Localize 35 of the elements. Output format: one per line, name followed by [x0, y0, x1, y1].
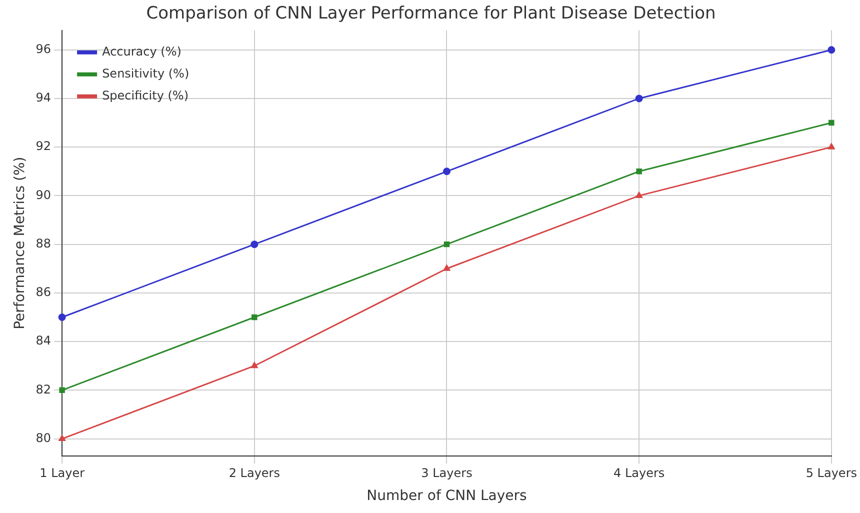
legend-label: Accuracy (%): [102, 44, 182, 59]
point: [636, 168, 642, 174]
point: [828, 120, 834, 126]
point: [250, 240, 258, 248]
y-tick-label: 86: [36, 285, 52, 300]
x-tick-label: 4 Layers: [613, 466, 665, 480]
point: [251, 362, 258, 368]
y-tick-label: 82: [36, 382, 52, 396]
y-tick-label: 96: [36, 42, 52, 56]
x-tick-label: 2 Layers: [228, 466, 280, 480]
legend-label: Specificity (%): [102, 88, 189, 103]
chart-title: Comparison of CNN Layer Performance for Plant Disease Detection: [146, 4, 716, 24]
point: [59, 387, 65, 394]
x-tick-label: 3 Layers: [421, 466, 472, 480]
y-axis-title: Performance Metrics (%): [12, 156, 28, 330]
y-tick-label: 92: [36, 139, 52, 154]
x-axis-title: Number of CNN Layers: [366, 488, 527, 504]
y-tick-label: 90: [36, 188, 52, 202]
legend-label: Sensitivity (%): [102, 66, 190, 81]
y-tick-label: 94: [36, 90, 52, 105]
point: [444, 241, 450, 248]
point: [443, 264, 450, 271]
point: [58, 435, 66, 442]
y-tick-label: 80: [36, 430, 52, 445]
point: [828, 46, 836, 54]
point: [252, 314, 258, 320]
y-tick-label: 88: [36, 236, 52, 250]
point: [636, 192, 642, 198]
x-tick-label: 5 Layers: [806, 466, 858, 480]
x-tick-label: 1 Layer: [40, 466, 85, 480]
point: [828, 143, 835, 150]
point: [635, 94, 643, 102]
point: [442, 168, 450, 176]
point: [58, 313, 66, 321]
y-tick-label: 84: [36, 334, 52, 348]
